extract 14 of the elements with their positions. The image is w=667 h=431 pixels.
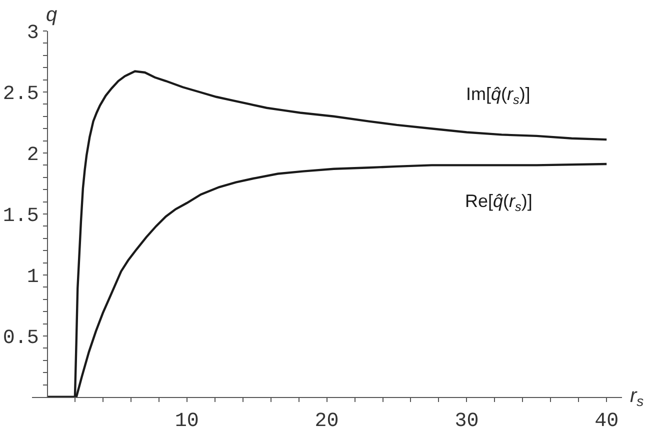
y-tick-label: 1.5: [2, 205, 39, 228]
y-tick-label: 1: [26, 266, 39, 289]
x-axis-title: r$_{s}$: [630, 385, 644, 410]
y-tick-label: 2.5: [2, 83, 39, 106]
y-axis-title: q: [46, 4, 58, 26]
x-tick-label: 20: [314, 410, 339, 431]
x-tick-label: 10: [174, 410, 199, 431]
x-tick-label: 30: [454, 410, 479, 431]
y-tick-label: 3: [26, 22, 39, 45]
x-tick-label: 40: [594, 410, 619, 431]
y-tick-label: 0.5: [2, 327, 39, 350]
y-tick-label: 2: [26, 144, 39, 167]
series-label: Im[q̂(r$_{s}$)]: [466, 84, 530, 107]
series-label: Re[q̂(r$_{s}$)]: [465, 191, 532, 214]
